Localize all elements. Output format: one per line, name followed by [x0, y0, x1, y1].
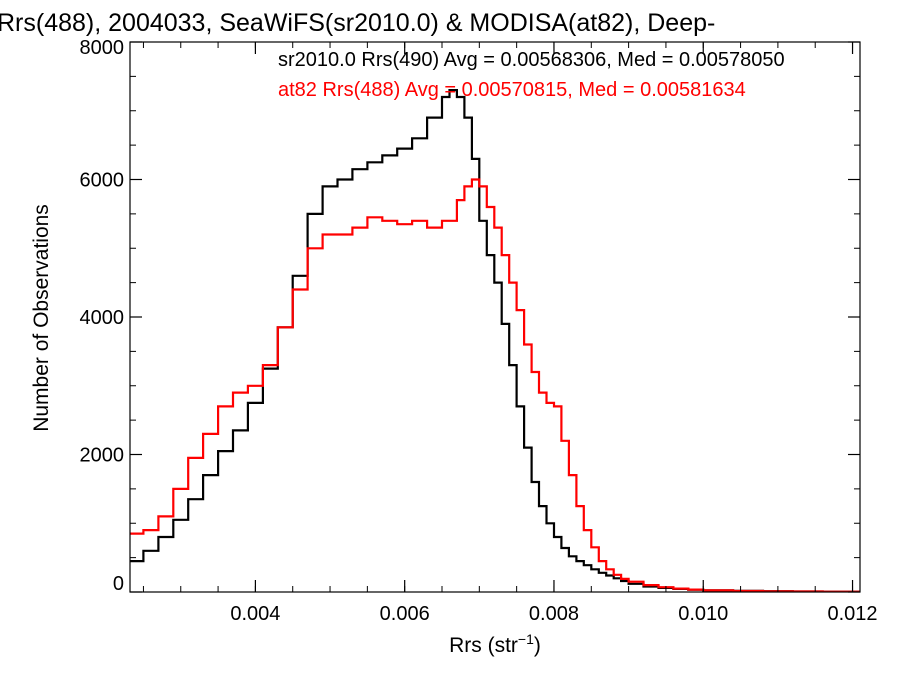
legend-entry-sr2010: sr2010.0 Rrs(490) Avg = 0.00568306, Med … [278, 49, 785, 71]
y-tick-label: 4000 [80, 307, 125, 329]
x-axis-label-sup: −1 [518, 631, 534, 647]
axis-ticks: 0.004 0.006 0.008 0.010 0.012 0 2000 4000 6000 80… [80, 37, 878, 625]
chart-title: Rrs(488), 2004033, SeaWiFS(sr2010.0) & M… [0, 9, 715, 37]
plot-frame [129, 41, 861, 593]
x-tick-label: 0.008 [529, 603, 579, 625]
x-axis-label: Rrs (str−1) [449, 631, 541, 657]
x-tick-label: 0.010 [678, 603, 728, 625]
series-line-1 [130, 178, 860, 592]
x-tick-label: 0.012 [828, 603, 878, 625]
y-tick-label: 0 [113, 573, 124, 595]
x-tick-label: 0.006 [380, 603, 430, 625]
legend: sr2010.0 Rrs(490) Avg = 0.00568306, Med … [278, 49, 785, 101]
series-line-0 [130, 89, 860, 592]
legend-entry-at82: at82 Rrs(488) Avg = 0.00570815, Med = 0.… [278, 79, 746, 101]
y-tick-label: 8000 [80, 37, 125, 59]
y-tick-label: 2000 [80, 445, 125, 467]
x-axis-label-end: ) [534, 634, 541, 657]
y-axis-label: Number of Observations [30, 204, 53, 432]
x-axis-label-main: Rrs (str [449, 634, 518, 657]
y-tick-label: 6000 [80, 170, 125, 192]
series-layer [130, 89, 860, 592]
x-tick-label: 0.004 [230, 603, 280, 625]
